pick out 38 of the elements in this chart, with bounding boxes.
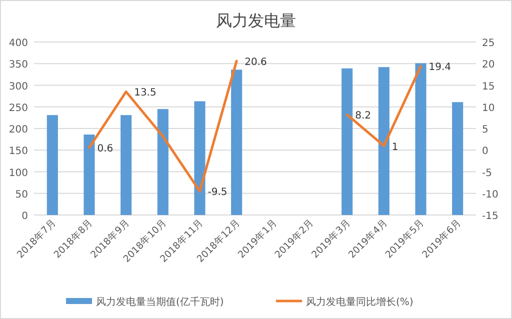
y2-tick-label: -10 <box>482 189 498 200</box>
y2-tick-label: 0 <box>482 146 488 158</box>
data-label: 8.2 <box>355 110 371 122</box>
y-tick-label: 200 <box>8 124 28 136</box>
bar <box>84 134 95 215</box>
y2-tick-label: 25 <box>482 38 495 49</box>
data-label: 1 <box>392 142 398 153</box>
legend-label: 风力发电量当期值(亿千瓦时) <box>96 296 224 308</box>
y-tick-label: 100 <box>8 168 28 179</box>
y-tick-label: 300 <box>8 81 28 92</box>
bar <box>452 102 464 215</box>
y-tick-label: 250 <box>8 102 28 114</box>
y-tick-label: 150 <box>8 146 28 158</box>
y2-tick-label: -15 <box>482 211 498 222</box>
bar <box>342 68 353 215</box>
y2-tick-label: -5 <box>482 168 492 179</box>
bar <box>194 101 206 215</box>
bar <box>120 115 132 215</box>
legend-label: 风力发电量同比增长(%) <box>306 296 414 308</box>
y2-tick-label: 10 <box>482 102 495 114</box>
y-tick-label: 350 <box>8 60 28 71</box>
data-label: 0.6 <box>97 144 114 155</box>
data-label: 19.4 <box>428 62 452 74</box>
y2-tick-label: 5 <box>482 124 488 136</box>
bar <box>378 67 390 215</box>
chart-title: 风力发电量 <box>216 11 296 30</box>
y2-tick-label: 20 <box>482 60 495 71</box>
y2-tick-label: 15 <box>482 81 495 92</box>
bar <box>46 115 58 215</box>
y-tick-label: 50 <box>15 189 28 200</box>
bar <box>231 70 242 215</box>
data-label: 13.5 <box>134 88 156 99</box>
bar <box>157 109 168 215</box>
y-tick-label: 0 <box>22 211 28 222</box>
data-label: 20.6 <box>244 57 267 68</box>
bar <box>415 63 426 215</box>
y-tick-label: 400 <box>8 38 28 49</box>
data-label: -9.5 <box>208 187 228 198</box>
